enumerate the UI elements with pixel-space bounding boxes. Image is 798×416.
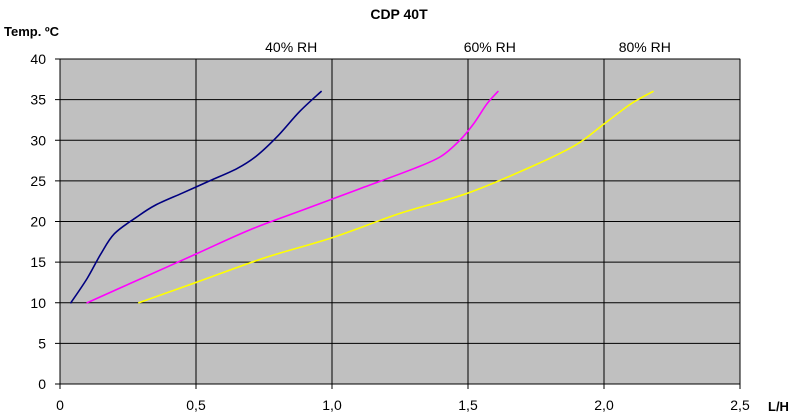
series-label-3: 80% RH <box>619 39 671 55</box>
series-line-2 <box>86 90 499 304</box>
y-tick-label: 40 <box>30 51 46 67</box>
chart-title: CDP 40T <box>370 6 428 22</box>
y-tick-label: 0 <box>38 376 46 392</box>
grid-lines <box>60 58 741 384</box>
y-tick-label: 35 <box>30 92 46 108</box>
series-label-1: 40% RH <box>265 39 317 55</box>
series-lines <box>70 90 654 304</box>
series-label-2: 60% RH <box>464 39 516 55</box>
series-labels: 40% RH 60% RH 80% RH <box>265 39 671 55</box>
x-tick-label: 2,0 <box>594 397 614 413</box>
y-tick-label: 5 <box>38 335 46 351</box>
y-tick-label: 15 <box>30 254 46 270</box>
x-tick-label: 0,5 <box>186 397 206 413</box>
series-line-1 <box>70 90 322 304</box>
x-tick-label: 1,0 <box>322 397 342 413</box>
x-tick-label: 0 <box>56 397 64 413</box>
x-tick-label: 2,5 <box>730 397 750 413</box>
y-tick-label: 25 <box>30 173 46 189</box>
y-tick-label: 30 <box>30 132 46 148</box>
y-axis-title: Temp. ºC <box>4 24 60 39</box>
y-tick-label: 10 <box>30 295 46 311</box>
axes <box>55 58 741 389</box>
y-tick-labels: 0 5 10 15 20 25 30 35 40 <box>30 51 46 392</box>
y-tick-label: 20 <box>30 214 46 230</box>
series-line-3 <box>138 90 654 304</box>
x-tick-label: 1,5 <box>458 397 478 413</box>
x-tick-labels: 0 0,5 1,0 1,5 2,0 2,5 <box>56 397 750 413</box>
x-axis-title: L/H <box>768 399 789 414</box>
